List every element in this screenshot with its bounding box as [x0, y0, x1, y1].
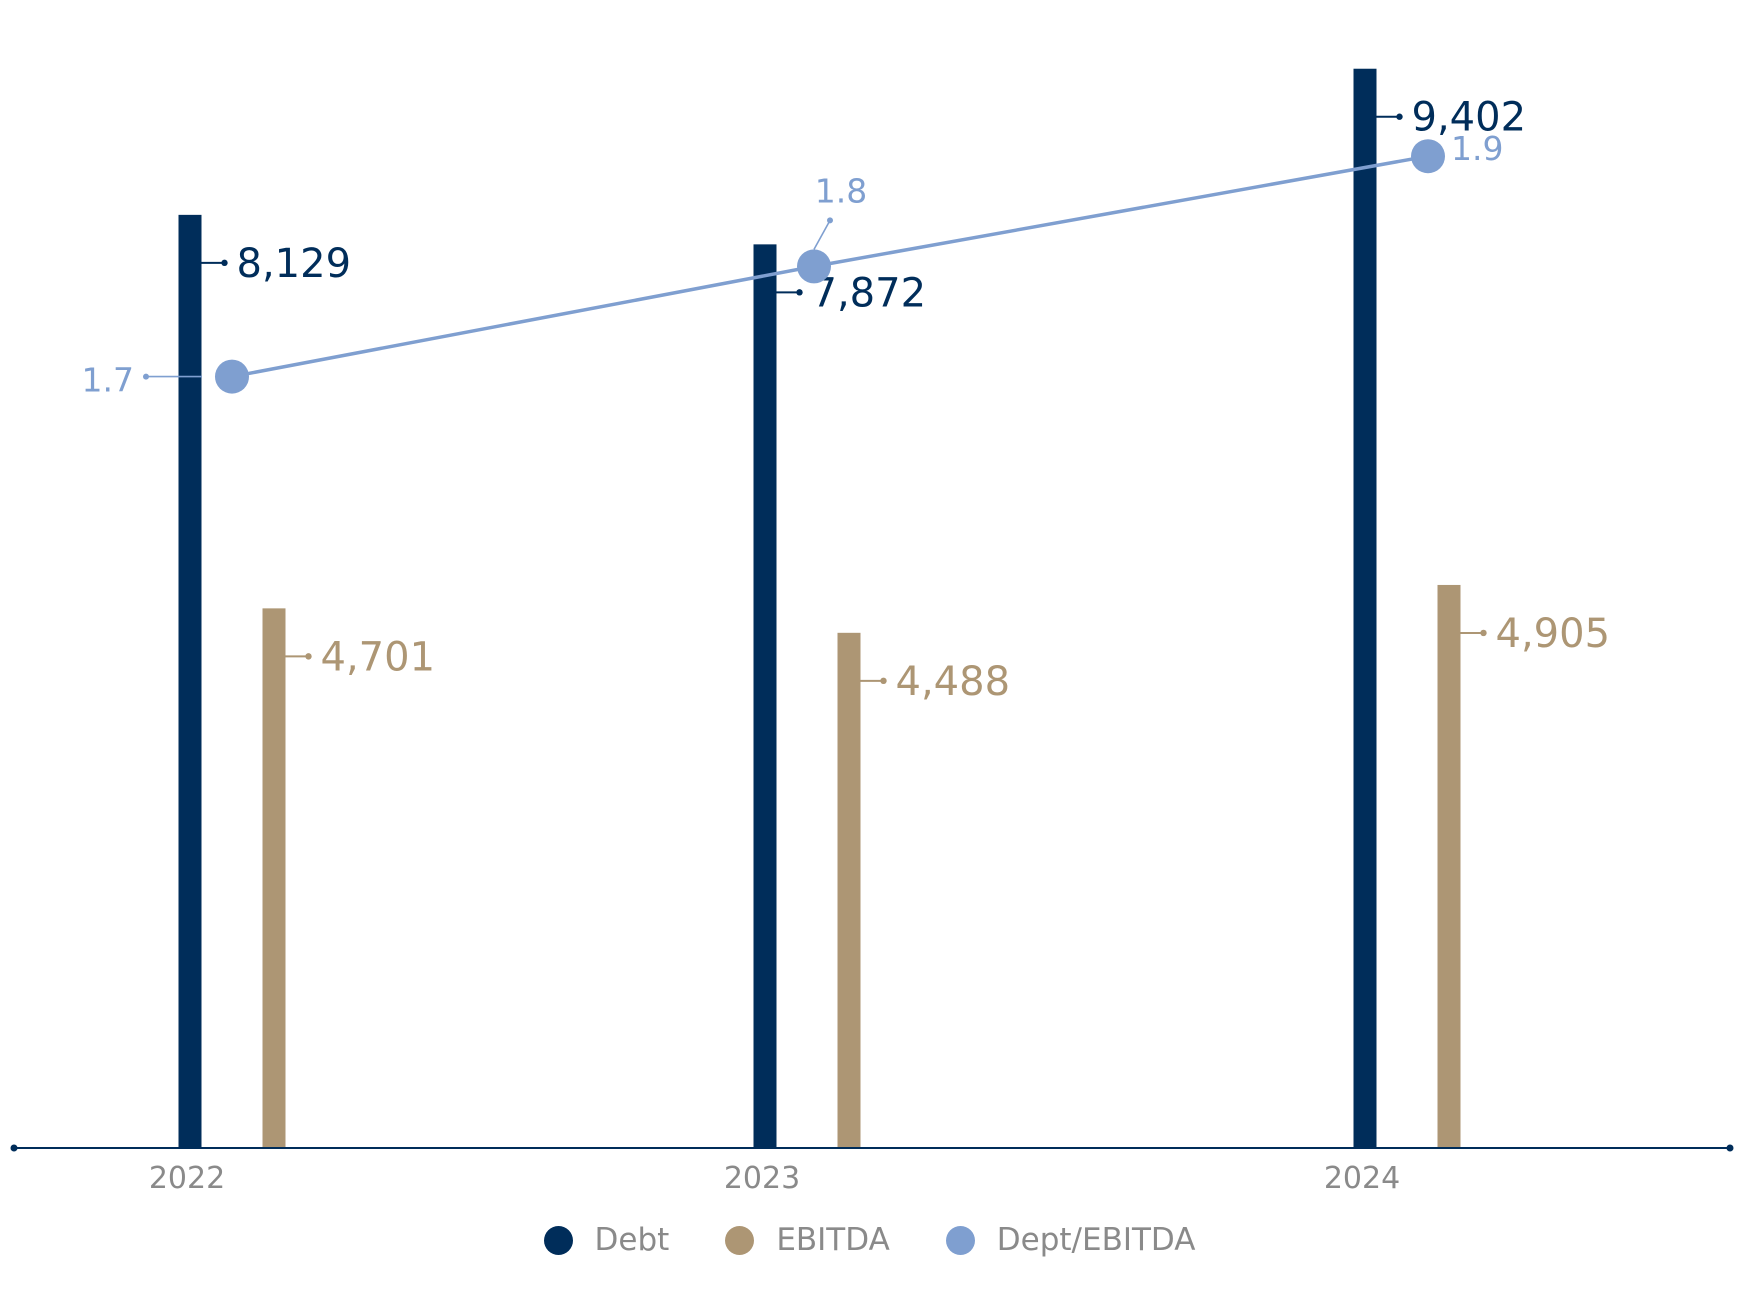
legend-item-ratio[interactable]: Dept/EBITDA — [945, 1222, 1196, 1258]
debt-value-label-2023: 7,872 — [812, 270, 927, 316]
ebitda-bar-2023 — [837, 632, 861, 1148]
ratio-point-2022 — [215, 359, 249, 394]
x-axis-start-dot — [10, 1144, 18, 1152]
ratio-leader-dot-2023 — [827, 217, 833, 224]
ebitda-leader-dot-2024 — [1480, 629, 1487, 637]
ratio-point-2023 — [797, 249, 831, 284]
debt-leader-dot-2024 — [1396, 113, 1403, 120]
ratio-leader-dot-2022 — [143, 373, 149, 380]
ebitda-value-label-2023: 4,488 — [896, 659, 1011, 705]
ratio-point-2024 — [1411, 139, 1445, 174]
legend-label-ebitda: EBITDA — [776, 1222, 890, 1258]
debt-value-label-2022: 8,129 — [237, 241, 352, 287]
ebitda-bar-2024 — [1437, 584, 1461, 1148]
legend-item-ebitda[interactable]: EBITDA — [725, 1222, 890, 1258]
debt-bar-2024 — [1353, 68, 1377, 1148]
legend-swatch-ebitda — [725, 1225, 755, 1255]
ratio-value-label-2022: 1.7 — [82, 361, 134, 400]
x-axis-end-dot — [1726, 1144, 1734, 1152]
ratio-value-label-2023: 1.8 — [815, 171, 867, 210]
legend-label-ratio: Dept/EBITDA — [996, 1222, 1196, 1258]
debt-leader-dot-2022 — [221, 259, 228, 267]
chart-legend: Debt EBITDA Dept/EBITDA — [0, 1222, 1739, 1258]
ebitda-value-label-2024: 4,905 — [1496, 611, 1611, 657]
debt-bar-2022 — [178, 214, 202, 1149]
ebitda-value-label-2022: 4,701 — [321, 634, 436, 680]
x-tick-label-2024: 2024 — [1324, 1161, 1400, 1196]
legend-swatch-debt — [543, 1225, 573, 1255]
ebitda-bar-2022 — [262, 608, 286, 1148]
ratio-value-label-2024: 1.9 — [1451, 129, 1503, 168]
legend-item-debt[interactable]: Debt — [543, 1222, 670, 1258]
x-tick-label-2022: 2022 — [149, 1161, 225, 1196]
x-tick-label-2023: 2023 — [724, 1161, 800, 1196]
legend-label-debt: Debt — [594, 1222, 670, 1258]
ebitda-leader-dot-2022 — [305, 653, 312, 660]
debt-bar-2023 — [753, 244, 777, 1149]
ratio-leader-line-2023 — [813, 220, 831, 250]
debt-leader-dot-2023 — [796, 289, 803, 296]
legend-swatch-ratio — [945, 1225, 975, 1255]
debt-value-label-2024: 9,402 — [1412, 95, 1527, 141]
ebitda-leader-dot-2023 — [880, 677, 887, 685]
